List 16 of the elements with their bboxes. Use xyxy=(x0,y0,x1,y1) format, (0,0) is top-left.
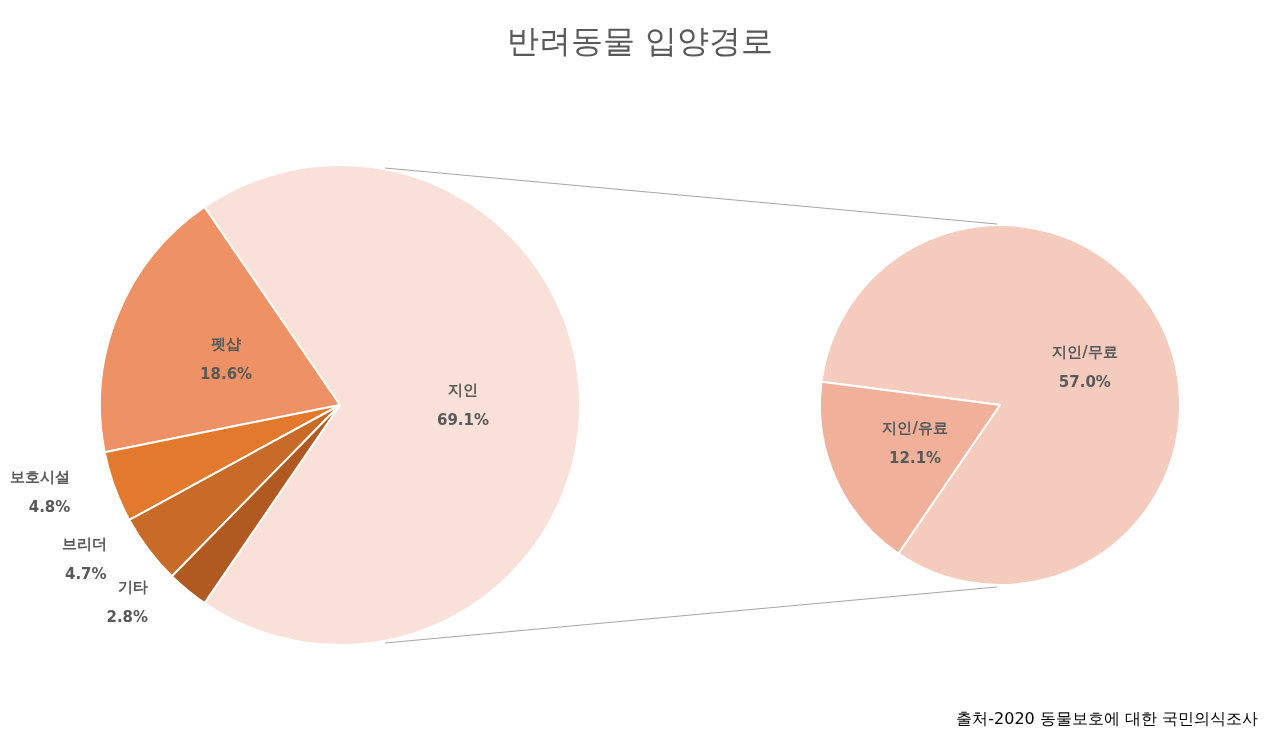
source-note: 출처-2020 동물보호에 대한 국민의식조사 xyxy=(956,709,1258,730)
data-label: 18.6% xyxy=(200,364,253,383)
slice-label: 기타 xyxy=(118,577,149,596)
slice-label: 지인/무료 xyxy=(1052,343,1118,361)
data-label: 2.8% xyxy=(106,607,149,626)
data-label: 4.8% xyxy=(28,498,71,517)
slice-label: 펫샵 xyxy=(211,334,242,353)
slice-label: 보호시설 xyxy=(10,468,71,487)
data-label: 57.0% xyxy=(1058,373,1111,391)
chart-title: 반려동물 입양경로 xyxy=(505,21,775,62)
slice-label: 지인 xyxy=(448,381,478,399)
data-label: 4.7% xyxy=(64,564,107,583)
data-label: 12.1% xyxy=(889,449,942,467)
slice-label: 지인/유료 xyxy=(882,419,948,437)
data-label: 69.1% xyxy=(436,411,490,429)
slice-label: 브리더 xyxy=(61,534,107,553)
